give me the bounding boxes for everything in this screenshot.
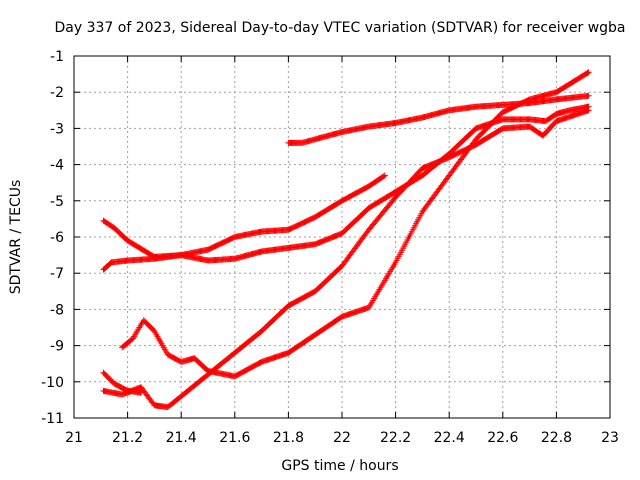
y-tick-label: -5 — [50, 194, 64, 210]
y-tick-label: -2 — [50, 85, 64, 101]
ticks-layer — [73, 55, 611, 419]
y-tick-label: -10 — [41, 375, 64, 391]
x-tick-label: 21.2 — [112, 430, 143, 446]
data-point — [138, 389, 144, 396]
data-point — [585, 92, 592, 99]
data-point — [584, 70, 591, 76]
series-track-6 — [100, 369, 144, 396]
x-tick-label: 21.6 — [219, 430, 250, 446]
x-axis-label: GPS time / hours — [281, 458, 398, 474]
y-axis-label: SDTVAR / TECUs — [8, 180, 24, 295]
y-tick-label: -8 — [50, 302, 64, 318]
grid-layer — [74, 56, 610, 418]
data-point — [381, 172, 388, 179]
y-tick-label: -7 — [50, 266, 64, 282]
series-track-5 — [119, 69, 592, 380]
points-layer — [100, 69, 592, 411]
y-tick-label: -9 — [50, 339, 64, 355]
y-tick-label: -4 — [50, 158, 64, 174]
y-tick-label: -1 — [50, 49, 64, 65]
y-tick-label: -3 — [50, 121, 64, 137]
y-tick-label: -11 — [41, 411, 64, 427]
data-point — [585, 107, 592, 114]
x-tick-label: 21 — [65, 430, 83, 446]
x-tick-label: 22.6 — [487, 430, 518, 446]
chart-title: Day 337 of 2023, Sidereal Day-to-day VTE… — [54, 20, 625, 36]
data-point — [380, 173, 387, 180]
x-tick-label: 21.8 — [273, 430, 304, 446]
x-tick-label: 22.2 — [380, 430, 411, 446]
x-tick-label: 22.8 — [541, 430, 572, 446]
x-tick-label: 22 — [333, 430, 351, 446]
x-tick-label: 22.4 — [434, 430, 465, 446]
labels-layer: 21 21.2 21.4 21.6 21.8 22 22.2 22.4 22.6 22.8 23 -1… — [41, 49, 619, 446]
x-tick-label: 21.4 — [166, 430, 197, 446]
x-tick-label: 23 — [601, 430, 619, 446]
data-point — [585, 69, 592, 76]
y-tick-label: -6 — [50, 230, 64, 246]
